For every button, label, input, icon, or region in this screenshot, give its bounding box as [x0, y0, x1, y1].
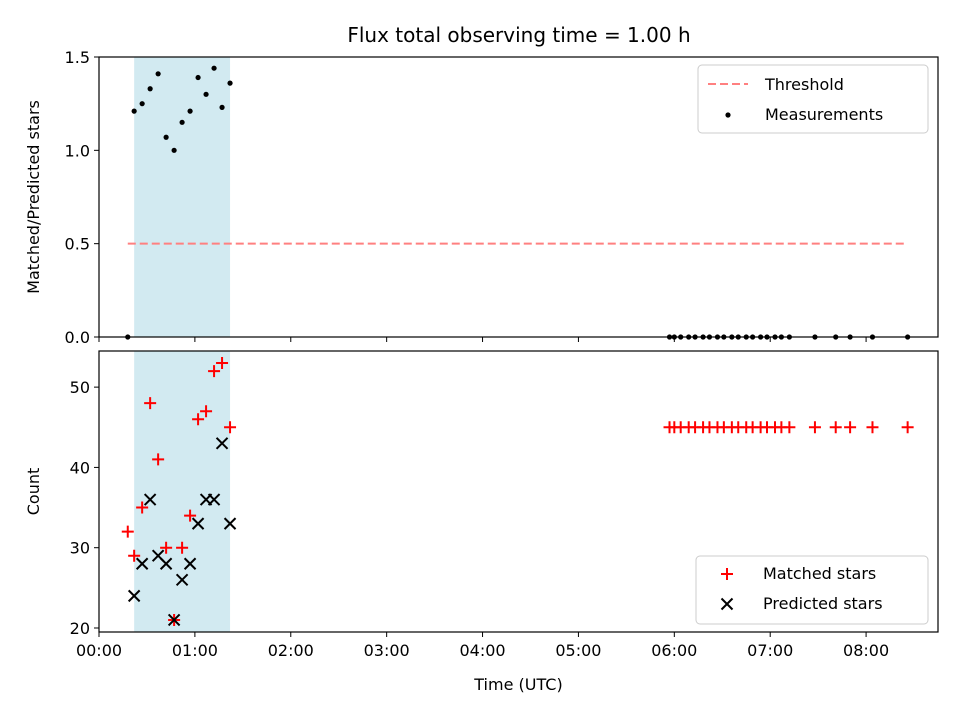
legend-matched-label: Matched stars — [763, 564, 876, 583]
y-tick-label: 30 — [70, 539, 90, 558]
legend-box — [697, 64, 929, 134]
matched-star-point — [224, 421, 237, 434]
observing-span — [134, 351, 231, 632]
y-tick-label: 0.0 — [65, 328, 90, 347]
matched-star-point — [176, 541, 189, 554]
observing-span — [134, 57, 231, 337]
count-panel: 20 30 40 50 00:00 01:00 02:00 03:00 04:00 05:00 06… — [24, 350, 939, 694]
axes-frame — [98, 350, 939, 633]
x-tick-label: 00:00 — [76, 641, 122, 660]
figure-title: Flux total observing time = 1.00 h — [347, 23, 690, 47]
x-tick-label: 03:00 — [364, 641, 410, 660]
measurement-point — [163, 134, 169, 140]
legend-matched-swatch — [721, 568, 733, 580]
legend-threshold-label: Threshold — [764, 75, 844, 94]
matched-star-point — [208, 365, 221, 378]
measurement-point — [203, 91, 209, 97]
predicted-star-point — [143, 493, 157, 506]
legend-predicted-swatch — [720, 597, 734, 611]
matched-star-point — [144, 397, 157, 410]
legend-box — [695, 555, 929, 625]
matched-star-point — [136, 501, 149, 514]
measurement-point — [155, 71, 161, 77]
legend-measurements-label: Measurements — [765, 105, 883, 124]
measurement-point — [219, 104, 225, 110]
matched-star-point — [160, 541, 173, 554]
x-tick-label: 06:00 — [651, 641, 697, 660]
predicted-star-point — [207, 493, 221, 506]
y-tick-label: 20 — [70, 619, 90, 638]
predicted-star-point — [127, 589, 141, 603]
matched-star-point — [901, 421, 914, 434]
predicted-star-point — [191, 517, 205, 530]
matched-star-point — [866, 421, 879, 434]
x-tick-label: 01:00 — [172, 641, 218, 660]
measurement-point — [147, 86, 153, 92]
matched-star-point — [216, 357, 229, 370]
measurement-point — [211, 65, 217, 71]
matched-star-point — [829, 421, 842, 434]
matched-star-point — [844, 421, 857, 434]
y-tick-label: 50 — [70, 378, 90, 397]
matched-star-point — [152, 453, 165, 466]
matched-star-point — [121, 525, 134, 538]
measurement-point — [171, 147, 177, 153]
y-tick-label: 0.5 — [65, 235, 90, 254]
measurement-point — [131, 108, 137, 114]
x-axis-label: Time (UTC) — [473, 675, 562, 694]
legend-measurements-swatch — [725, 112, 731, 118]
y-axis-label: Count — [24, 468, 43, 516]
matched-star-point — [783, 421, 796, 434]
predicted-star-point — [175, 573, 189, 587]
x-tick-label: 05:00 — [555, 641, 601, 660]
measurement-point — [187, 108, 193, 114]
x-tick-label: 02:00 — [268, 641, 314, 660]
measurement-point — [195, 74, 201, 81]
measurement-point — [179, 119, 185, 125]
y-axis-label: Matched/Predicted stars — [24, 100, 43, 294]
axes-frame — [98, 56, 939, 338]
predicted-star-point — [159, 557, 173, 570]
x-tick-label: 08:00 — [843, 641, 889, 660]
matched-star-point — [128, 549, 141, 562]
y-tick-label: 1.0 — [65, 141, 90, 160]
measurement-point — [227, 80, 233, 86]
matched-star-point — [184, 509, 197, 522]
legend-predicted-label: Predicted stars — [763, 594, 883, 613]
predicted-star-point — [167, 613, 181, 627]
matched-star-point — [200, 405, 213, 418]
x-tick-label: 04:00 — [459, 641, 505, 660]
predicted-star-point — [135, 557, 149, 570]
predicted-star-point — [183, 557, 197, 570]
ratio-panel: 0.0 0.5 1.0 1.5 Matched/Predicted stars Thres… — [24, 48, 939, 347]
measurement-point — [139, 101, 145, 107]
predicted-star-point — [223, 517, 237, 530]
predicted-star-point — [215, 437, 229, 450]
y-tick-label: 1.5 — [65, 48, 90, 67]
x-tick-label: 07:00 — [747, 641, 793, 660]
matched-star-point — [808, 421, 821, 434]
matched-star-point — [192, 413, 205, 426]
y-tick-label: 40 — [70, 458, 90, 477]
